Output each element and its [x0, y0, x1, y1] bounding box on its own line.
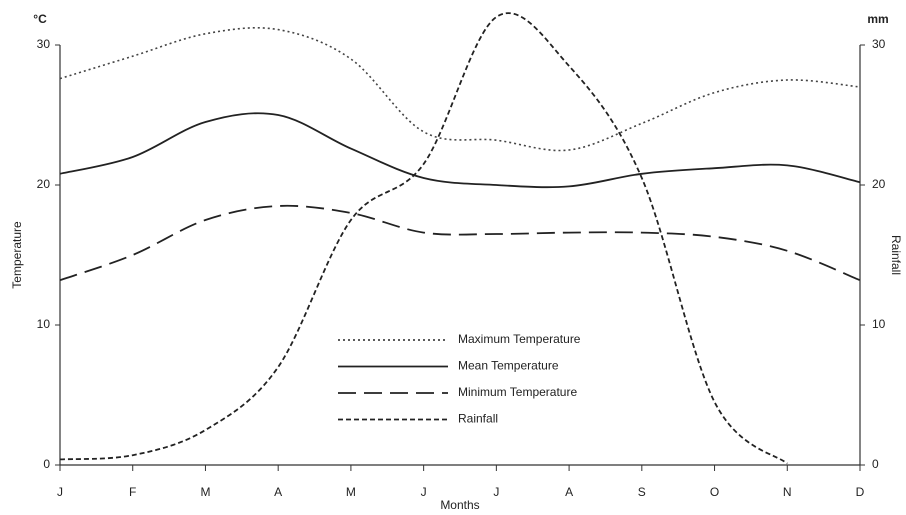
- x-tick-label: J: [57, 485, 63, 499]
- x-tick-label: S: [638, 485, 646, 499]
- x-tick-label: N: [783, 485, 792, 499]
- y-tick-label: 30: [37, 37, 51, 51]
- series-line: [59, 27, 861, 152]
- legend-label: Minimum Temperature: [458, 385, 577, 399]
- series-line: [59, 112, 861, 189]
- series-line: [59, 12, 788, 465]
- y-tick-label: 10: [37, 317, 51, 331]
- x-axis-label: Months: [440, 498, 479, 512]
- y-tick-label: 20: [37, 177, 51, 191]
- y2-tick-label: 30: [872, 37, 886, 51]
- x-tick-label: J: [421, 485, 427, 499]
- y2-axis-label: Rainfall: [889, 235, 903, 275]
- legend-label: Rainfall: [458, 412, 498, 426]
- x-tick-label: D: [856, 485, 865, 499]
- x-tick-label: F: [129, 485, 136, 499]
- y2-unit: mm: [867, 12, 888, 26]
- series-line: [59, 204, 861, 282]
- x-tick-label: M: [200, 485, 210, 499]
- y-unit: °C: [33, 12, 47, 26]
- x-tick-label: M: [346, 485, 356, 499]
- y2-tick-label: 0: [872, 457, 879, 471]
- y2-tick-label: 20: [872, 177, 886, 191]
- legend-label: Mean Temperature: [458, 359, 559, 373]
- x-tick-label: A: [565, 485, 573, 499]
- y-axis-label: Temperature: [10, 221, 24, 289]
- legend-label: Maximum Temperature: [458, 332, 581, 346]
- x-tick-label: O: [710, 485, 719, 499]
- x-tick-label: J: [493, 485, 499, 499]
- x-tick-label: A: [274, 485, 282, 499]
- y2-tick-label: 10: [872, 317, 886, 331]
- y-tick-label: 0: [43, 457, 50, 471]
